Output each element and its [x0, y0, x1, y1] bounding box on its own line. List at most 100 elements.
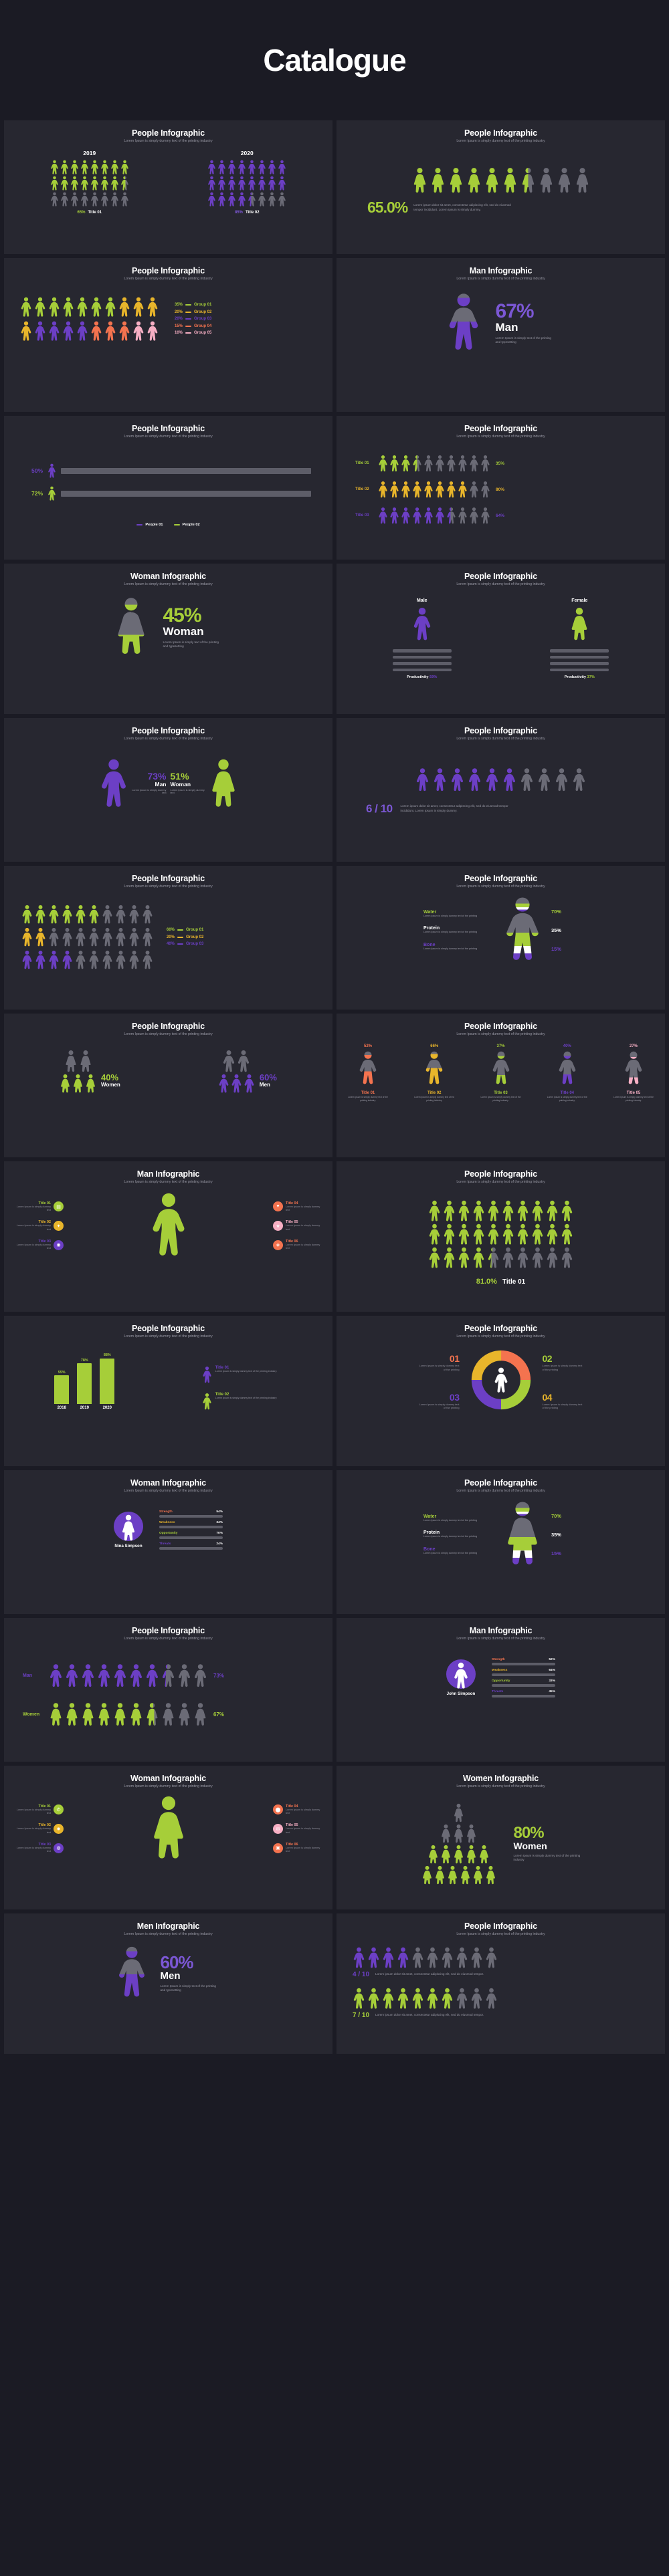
icon-item[interactable]: ◉ Title 03 Lorem Ipsum is simply dummy t…: [16, 1240, 64, 1251]
segment-item[interactable]: Bone Lorem Ipsum is simply dummy text of…: [423, 943, 494, 951]
bar-column[interactable]: 78% 2019: [77, 1359, 92, 1410]
figure-item[interactable]: 27% Title 05 Lorem Ipsum is simply dummy…: [613, 1044, 654, 1102]
year-group-2019[interactable]: 2019: [50, 150, 129, 215]
quadrant-label[interactable]: 01 Lorem Ipsum is simply dummy text of t…: [401, 1353, 460, 1371]
swot-bar[interactable]: Weakness 64%: [492, 1669, 555, 1676]
card-women-men-split[interactable]: People Infographic Lorem Ipsum is simply…: [4, 1014, 332, 1157]
bar-row[interactable]: 72%: [25, 485, 311, 501]
card-body-composition-male[interactable]: People Infographic Lorem Ipsum is simply…: [337, 866, 665, 1010]
ratio-row[interactable]: 7 / 10 Lorem ipsum dolor sit amet, conse…: [353, 1988, 649, 2019]
bar-row[interactable]: 50%: [25, 463, 311, 479]
stat-column[interactable]: Male Productivity 59%: [392, 598, 452, 679]
side-item[interactable]: Title 01 Lorem Ipsum is simply dummy tex…: [202, 1366, 282, 1383]
stat-bar[interactable]: [550, 668, 609, 671]
segment-item[interactable]: Water Lorem Ipsum is simply dummy text o…: [423, 1514, 494, 1522]
gear-icon[interactable]: ✹: [54, 1824, 64, 1834]
avatar-circle[interactable]: [446, 1659, 476, 1689]
stat-bar[interactable]: [392, 662, 452, 665]
legend-item[interactable]: 35% Group 01: [171, 303, 211, 307]
legend-item[interactable]: 60% Group 01: [163, 928, 203, 932]
icon-item[interactable]: ▤ Title 01 Lorem Ipsum is simply dummy t…: [16, 1201, 64, 1213]
chart-icon[interactable]: ▤: [54, 1201, 64, 1212]
card-people-two-ratios[interactable]: People Infographic Lorem Ipsum is simply…: [337, 1913, 665, 2054]
stat-bar[interactable]: [550, 662, 609, 665]
card-people-percent-female[interactable]: People Infographic Lorem Ipsum is simply…: [337, 120, 665, 254]
legend-item[interactable]: 20% Group 02: [163, 935, 203, 939]
pictogram-row[interactable]: [21, 905, 153, 924]
card-woman-icon-items[interactable]: Woman Infographic Lorem Ipsum is simply …: [4, 1766, 332, 1909]
pictogram-row[interactable]: [21, 950, 153, 969]
cart-icon[interactable]: ▣: [273, 1843, 283, 1853]
phone-icon[interactable]: ✆: [54, 1804, 64, 1815]
legend-item[interactable]: 20% Group 02: [171, 310, 211, 314]
segment-item[interactable]: Protein Lorem Ipsum is simply dummy text…: [423, 926, 494, 934]
stat-bar[interactable]: [392, 649, 452, 653]
globe-icon[interactable]: ◍: [54, 1843, 64, 1853]
pictogram-row[interactable]: Title 03 64%: [355, 507, 646, 524]
stat-bar[interactable]: [550, 649, 609, 653]
card-five-titles-figures[interactable]: People Infographic Lorem Ipsum is simply…: [337, 1014, 665, 1157]
swot-bar[interactable]: Strength 54%: [159, 1510, 223, 1518]
pictogram-row[interactable]: Women 67%: [23, 1702, 314, 1726]
pair-item[interactable]: 73% Man Lorem Ipsum is simply dummy text: [99, 758, 167, 808]
lock-icon[interactable]: ⬤: [273, 1804, 283, 1815]
card-people-year-comparison[interactable]: People Infographic Lorem Ipsum is simply…: [4, 120, 332, 254]
star-icon[interactable]: ★: [273, 1221, 283, 1231]
swot-bar[interactable]: Threats 45%: [492, 1690, 555, 1697]
card-women-percent-group[interactable]: Women Infographic Lorem Ipsum is simply …: [337, 1766, 665, 1909]
card-people-vertical-bars[interactable]: People Infographic Lorem Ipsum is simply…: [4, 1316, 332, 1466]
pictogram-row[interactable]: Title 02 80%: [355, 481, 646, 498]
legend-item[interactable]: People 02: [173, 523, 200, 527]
card-man-percent[interactable]: Man Infographic Lorem Ipsum is simply du…: [337, 258, 665, 412]
card-people-five-groups[interactable]: People Infographic Lorem Ipsum is simply…: [4, 258, 332, 412]
card-men-percent[interactable]: Men Infographic Lorem Ipsum is simply du…: [4, 1913, 332, 2054]
heart-icon[interactable]: ♥: [273, 1201, 283, 1212]
icon-item[interactable]: ✹ Title 02 Lorem Ipsum is simply dummy t…: [16, 1823, 64, 1835]
card-people-donut[interactable]: People Infographic Lorem Ipsum is simply…: [337, 1316, 665, 1466]
stat-bar[interactable]: [550, 655, 609, 659]
card-woman-swot[interactable]: Woman Infographic Lorem Ipsum is simply …: [4, 1470, 332, 1614]
stat-bar[interactable]: [392, 655, 452, 659]
quadrant-label[interactable]: 03 Lorem Ipsum is simply dummy text of t…: [401, 1392, 460, 1410]
icon-item[interactable]: ⬤ Title 04 Lorem Ipsum is simply dummy t…: [273, 1804, 320, 1816]
pictogram-row[interactable]: Title 01 35%: [355, 455, 646, 472]
ratio-row[interactable]: 4 / 10 Lorem ipsum dolor sit amet, conse…: [353, 1947, 649, 1978]
swot-bar[interactable]: Weakness 34%: [159, 1521, 223, 1528]
card-people-large-grid[interactable]: People Infographic Lorem Ipsum is simply…: [337, 1161, 665, 1312]
icon-item[interactable]: ▣ Title 06 Lorem Ipsum is simply dummy t…: [273, 1843, 320, 1854]
segment-item[interactable]: Bone Lorem Ipsum is simply dummy text of…: [423, 1547, 494, 1555]
swot-bar[interactable]: Opportunity 33%: [492, 1679, 555, 1687]
group-item[interactable]: 60% Men: [218, 1050, 277, 1093]
card-man-women-rows[interactable]: People Infographic Lorem Ipsum is simply…: [4, 1618, 332, 1762]
bar-column[interactable]: 55% 2018: [54, 1371, 70, 1410]
card-people-title-rows[interactable]: People Infographic Lorem Ipsum is simply…: [337, 416, 665, 560]
figure-item[interactable]: 40% Title 04 Lorem Ipsum is simply dummy…: [547, 1044, 588, 1102]
card-man-icon-items[interactable]: Man Infographic Lorem Ipsum is simply du…: [4, 1161, 332, 1312]
pictogram-row[interactable]: Man 73%: [23, 1663, 314, 1687]
card-people-horizontal-bars[interactable]: People Infographic Lorem Ipsum is simply…: [4, 416, 332, 560]
card-man-swot[interactable]: Man Infographic Lorem Ipsum is simply du…: [337, 1618, 665, 1762]
legend-item[interactable]: 40% Group 03: [163, 942, 203, 946]
icon-item[interactable]: ✆ Title 01 Lorem Ipsum is simply dummy t…: [16, 1804, 64, 1816]
icon-item[interactable]: ♥ Title 04 Lorem Ipsum is simply dummy t…: [273, 1201, 320, 1213]
icon-item[interactable]: ✉ Title 05 Lorem Ipsum is simply dummy t…: [273, 1823, 320, 1835]
card-woman-percent[interactable]: Woman Infographic Lorem Ipsum is simply …: [4, 564, 332, 714]
figure-item[interactable]: 52% Title 01 Lorem Ipsum is simply dummy…: [347, 1044, 389, 1102]
card-people-group-rows[interactable]: People Infographic Lorem Ipsum is simply…: [4, 866, 332, 1010]
card-people-ratio[interactable]: People Infographic Lorem Ipsum is simply…: [337, 718, 665, 862]
card-male-female-stats[interactable]: People Infographic Lorem Ipsum is simply…: [337, 564, 665, 714]
swot-bar[interactable]: Opportunity 70%: [159, 1532, 223, 1539]
bulb-icon[interactable]: ✦: [54, 1221, 64, 1231]
pin-icon[interactable]: ◉: [54, 1240, 64, 1250]
bell-icon[interactable]: ◈: [273, 1240, 283, 1250]
icon-item[interactable]: ◈ Title 06 Lorem Ipsum is simply dummy t…: [273, 1240, 320, 1251]
legend-item[interactable]: 10% Group 05: [171, 331, 211, 335]
year-group-2020[interactable]: 2020: [207, 150, 286, 215]
swot-bar[interactable]: Strength 52%: [492, 1658, 555, 1665]
pair-item[interactable]: 51% Woman Lorem Ipsum is simply dummy te…: [171, 758, 238, 808]
legend-item[interactable]: 20% Group 03: [171, 317, 211, 321]
quadrant-label[interactable]: 04 Lorem Ipsum is simply dummy text of t…: [543, 1392, 601, 1410]
figure-item[interactable]: 37% Title 03 Lorem Ipsum is simply dummy…: [480, 1044, 522, 1102]
side-item[interactable]: Title 02 Lorem Ipsum is simply dummy tex…: [202, 1393, 282, 1410]
legend-item[interactable]: People 01: [136, 523, 163, 527]
